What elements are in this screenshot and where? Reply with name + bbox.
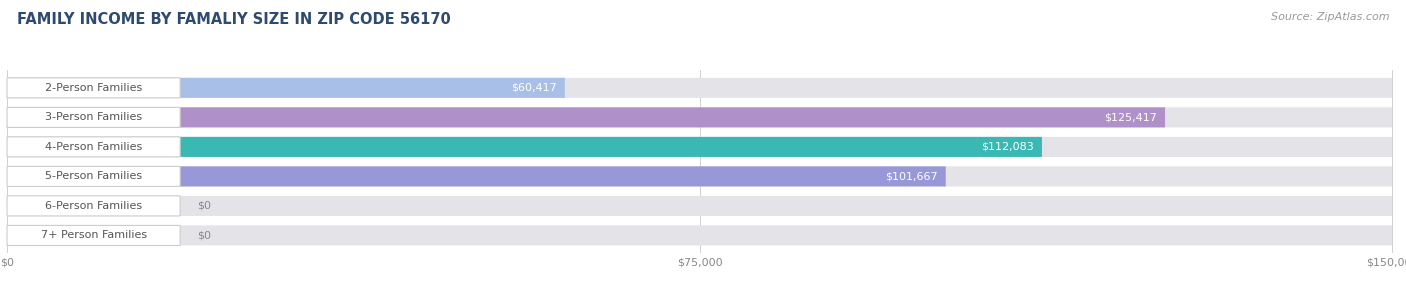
- Text: $125,417: $125,417: [1104, 112, 1157, 122]
- FancyBboxPatch shape: [7, 137, 1042, 157]
- Text: 3-Person Families: 3-Person Families: [45, 112, 142, 122]
- Text: 2-Person Families: 2-Person Families: [45, 83, 142, 93]
- FancyBboxPatch shape: [7, 78, 1392, 98]
- FancyBboxPatch shape: [7, 137, 180, 157]
- FancyBboxPatch shape: [7, 196, 1392, 216]
- FancyBboxPatch shape: [7, 196, 180, 216]
- Text: $112,083: $112,083: [981, 142, 1033, 152]
- FancyBboxPatch shape: [7, 107, 1392, 127]
- FancyBboxPatch shape: [7, 225, 180, 246]
- Text: 4-Person Families: 4-Person Families: [45, 142, 142, 152]
- FancyBboxPatch shape: [7, 137, 1392, 157]
- Text: FAMILY INCOME BY FAMALIY SIZE IN ZIP CODE 56170: FAMILY INCOME BY FAMALIY SIZE IN ZIP COD…: [17, 12, 450, 27]
- Text: $0: $0: [197, 201, 211, 211]
- Text: $0: $0: [197, 231, 211, 240]
- Text: $60,417: $60,417: [510, 83, 557, 93]
- FancyBboxPatch shape: [7, 166, 180, 186]
- FancyBboxPatch shape: [7, 166, 946, 186]
- FancyBboxPatch shape: [7, 107, 1166, 127]
- FancyBboxPatch shape: [7, 78, 565, 98]
- FancyBboxPatch shape: [7, 107, 180, 127]
- Text: $101,667: $101,667: [884, 171, 938, 181]
- Text: 5-Person Families: 5-Person Families: [45, 171, 142, 181]
- FancyBboxPatch shape: [7, 78, 180, 98]
- FancyBboxPatch shape: [7, 225, 1392, 246]
- Text: 6-Person Families: 6-Person Families: [45, 201, 142, 211]
- Text: Source: ZipAtlas.com: Source: ZipAtlas.com: [1271, 12, 1389, 22]
- FancyBboxPatch shape: [7, 166, 1392, 186]
- Text: 7+ Person Families: 7+ Person Families: [41, 231, 146, 240]
